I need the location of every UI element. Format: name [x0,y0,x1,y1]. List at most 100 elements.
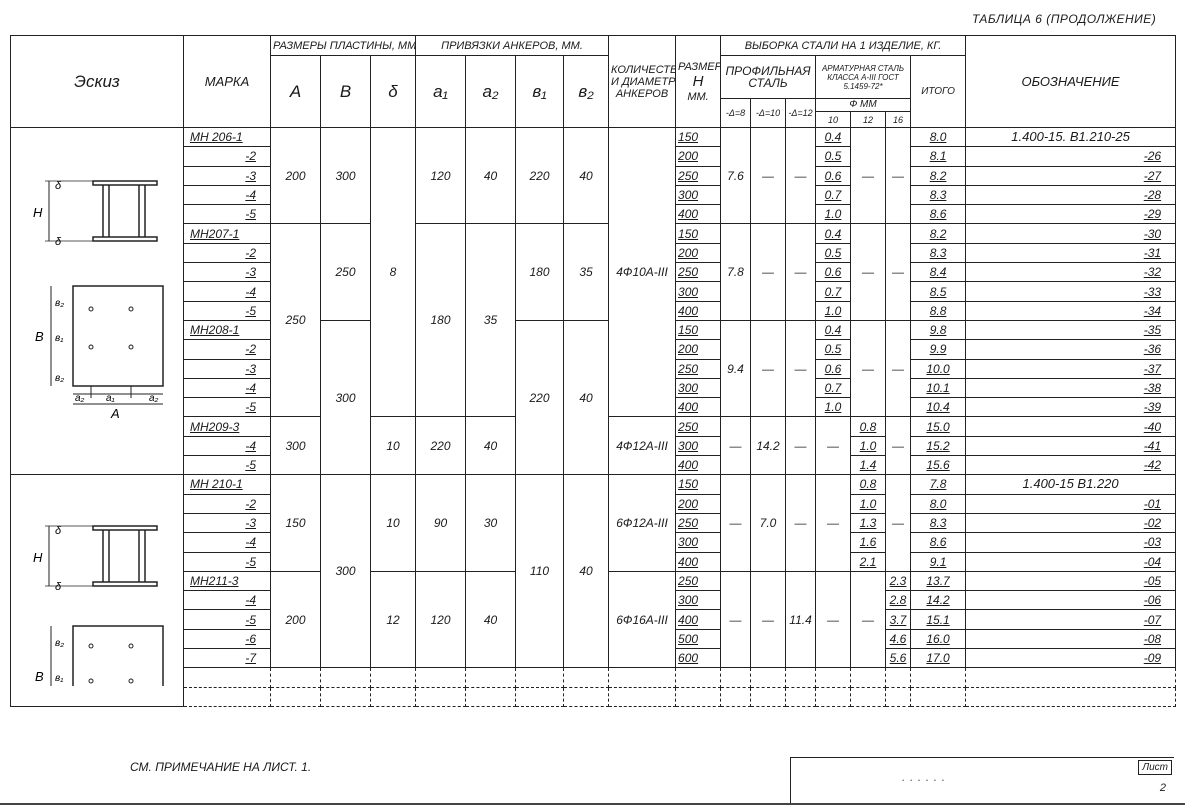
cell-f10: 0.4 [815,319,852,341]
cell-H: 200 [675,146,722,167]
cell-f10: 0.5 [815,339,852,360]
empty-cell [562,686,610,707]
cell-mark: -5 [183,397,271,418]
cell-H: 200 [675,242,722,264]
cell-f10: 1.0 [815,204,852,225]
cell-designation: 1.400-15 B1.220 [965,474,1177,495]
table-row: -4 300 1.0 15.2 -41 [11,435,1177,457]
cell-mark: -7 [183,648,271,669]
empty-cell [850,667,887,688]
table-row: -3 250 0.6 8.4 -32 [11,262,1177,283]
empty-cell [965,686,1177,707]
cell-total: 15.0 [910,416,967,437]
cell-A: 150 [270,474,321,572]
table-row: -4 300 1.6 8.6 -03 [11,532,1177,553]
header-mark: Марка [183,35,271,128]
table-row: МН211-3 200 12 120 40 6Ф16А-III 250— —11.4— —2.3… [11,570,1177,669]
table-row: -3 250 0.6 10.0 -37 [11,358,1177,379]
label-B: B [35,329,44,344]
header-a2: a₂ [465,55,516,128]
empty-cell [720,686,752,707]
empty-row [11,667,1177,688]
empty-cell [885,667,912,688]
bottom-border [0,803,1185,805]
empty-cell [465,686,516,707]
header-designation: Обозначение [965,35,1177,128]
cell-a2: 30 [465,474,516,572]
cell-H: 250 [675,358,722,379]
anchor-hole [128,678,134,684]
cell-d8: 7.6 [720,126,752,225]
title-block: · · · · · · Лист 2 [790,757,1174,803]
table-row: МН207-1 250 250 180 35 180 35 150 7.8— —0.4— —8.2-… [11,223,1177,418]
cell-H: 400 [675,609,722,630]
header-size-h-line: мм. [687,90,709,103]
cell-f12: 1.3 [850,512,887,534]
table-row: -7 600 5.6 17.0 -09 [11,648,1177,669]
cell-H: 400 [675,300,722,321]
cell-delta: 12 [370,570,416,669]
header-delta: δ [370,55,416,128]
anchor-hole [128,306,134,312]
cell-mark: -3 [183,358,271,379]
header-f12: 12 [850,111,887,128]
cell-mark: -2 [183,339,271,360]
cell-b1: 220 [515,319,564,476]
header-anchor-offsets: Привязки анкеров, мм. [414,35,610,56]
plate-sketch: H δ δ B в₂ в₁ в₂ a₂ a₁ a₂ A [33,525,164,686]
cell-f10: 0.7 [815,184,852,206]
cell-H: 150 [675,223,722,244]
cell-f16: — [885,416,912,476]
cell-d12: — [785,319,817,418]
empty-cell [370,686,416,707]
cell-total: 16.0 [910,628,967,650]
anchor-hole [88,344,94,350]
anchor-hole [88,643,94,649]
header-size-h-line: Размер [678,60,721,73]
cell-total: 17.0 [910,648,967,669]
cell-f10: 0.5 [815,146,852,167]
cell-mark: -2 [183,242,271,264]
sketch-cell: H δ δ B в₂ в₁ в₂ a₂ a₁ a₂ A [10,126,184,476]
cell-B: 250 [320,223,371,321]
cell-f16: 2.8 [885,590,912,611]
cell-d10: — [750,223,787,321]
cell-a1: 220 [415,416,466,476]
cell-H: 400 [675,551,722,572]
empty-row [11,686,1177,707]
cell-delta: 10 [370,474,416,572]
cell-f12: 1.6 [850,532,887,553]
cell-f10: 0.4 [815,126,852,148]
table-row: МН209-3 300 10 220 40 4Ф12А-III 250—14.2— —0.8—… [11,416,1177,476]
cell-mark: МН211-3 [183,570,271,592]
cell-d12: 11.4 [785,570,817,669]
cell-total: 8.2 [910,223,967,244]
cell-designation: -03 [965,532,1177,553]
cell-designation: -30 [965,223,1177,244]
cell-designation: -04 [965,551,1177,572]
cell-f12: 1.0 [850,435,887,457]
anchor-hole [128,344,134,350]
cell-total: 15.6 [910,455,967,476]
cell-d8: — [720,570,752,669]
cell-f16: 5.6 [885,648,912,669]
header-sketch: Эскиз [10,35,184,128]
table-title: Таблица 6 (продолжение) [972,12,1157,26]
cell-designation: -02 [965,512,1177,534]
table-row: -6 500 4.6 16.0 -08 [11,628,1177,650]
empty-cell [370,667,416,688]
cell-total: 14.2 [910,590,967,611]
cell-d12: — [785,126,817,225]
empty-cell [850,686,887,707]
table-row: -3 250 1.3 8.3 -02 [11,512,1177,534]
cell-b2: 40 [562,126,610,225]
cell-designation: -36 [965,339,1177,360]
table-row: -2 200 0.5 9.9 -36 [11,339,1177,360]
cell-d8: — [720,474,752,572]
cell-H: 300 [675,281,722,302]
cell-total: 8.8 [910,300,967,321]
empty-cell [320,667,371,688]
cell-total: 8.2 [910,165,967,186]
cell-total: 8.3 [910,242,967,264]
header-d12: -δ=12 [785,98,817,128]
